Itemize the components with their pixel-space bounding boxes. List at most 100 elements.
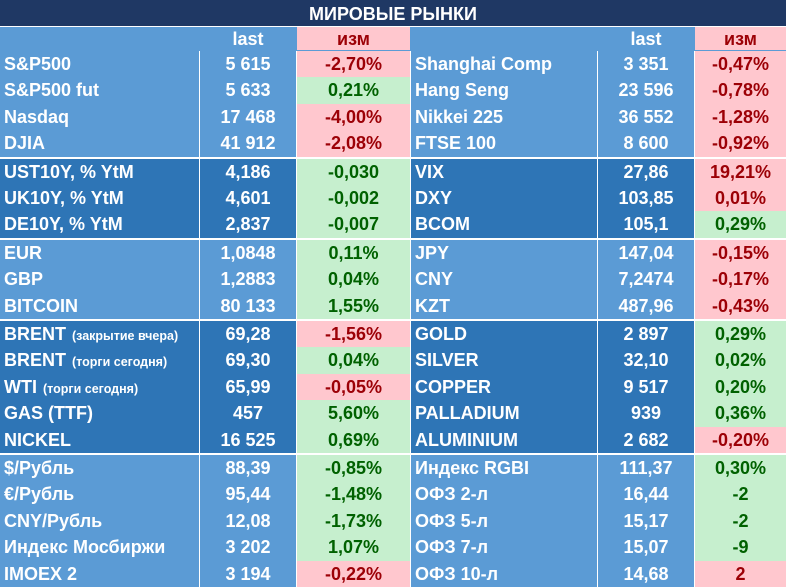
instrument-name: GBP <box>4 269 44 290</box>
instrument-name-cell: GBP <box>0 266 199 293</box>
last-value: 5 615 <box>200 51 296 78</box>
last-value: 3 194 <box>200 560 296 587</box>
instrument-name-cell: S&P500 fut <box>0 77 199 104</box>
instrument-name: VIX <box>415 161 445 182</box>
instrument-name-cell: Индекс RGBI <box>411 455 597 482</box>
instrument-name: GOLD <box>415 324 467 344</box>
table-row: WTI (торги сегодня) 65,99 -0,05% COPPER 9 517… <box>0 373 786 401</box>
last-value: 41 912 <box>200 130 296 157</box>
change-value: 0,02% <box>695 347 786 374</box>
instrument-name: BCOM <box>415 214 470 235</box>
change-value: -0,15% <box>695 239 786 267</box>
instrument-name-cell: EUR <box>0 239 199 267</box>
change-value: -0,030 <box>297 158 410 185</box>
last-value: 457 <box>200 400 296 427</box>
last-value: 5 633 <box>200 77 296 104</box>
change-value: 0,29% <box>695 211 786 238</box>
instrument-name-cell: UST10Y, % YtM <box>0 158 199 185</box>
last-value: 4,186 <box>200 158 296 185</box>
last-value: 65,99 <box>200 373 296 401</box>
last-value: 88,39 <box>200 455 296 482</box>
change-value: 1,55% <box>297 292 410 319</box>
instrument-name: UST10Y, % YtM <box>4 161 134 182</box>
last-value: 15,17 <box>598 507 694 535</box>
instrument-name: KZT <box>415 295 450 316</box>
instrument-name: BITCOIN <box>4 295 78 316</box>
board-title: МИРОВЫЕ РЫНКИ <box>0 0 786 27</box>
table-row: DE10Y, % YtM 2,837 -0,007 BCOM 105,1 0,29% <box>0 211 786 238</box>
table-row: NICKEL 16 525 0,69% ALUMINIUM 2 682 -0,20% <box>0 426 786 453</box>
instrument-name: PALLADIUM <box>415 403 520 424</box>
instrument-name-cell: BITCOIN <box>0 292 199 319</box>
last-value: 9 517 <box>598 373 694 401</box>
last-value: 23 596 <box>598 77 694 104</box>
instrument-name-cell: GAS (TTF) <box>0 400 199 427</box>
last-value: 69,28 <box>200 321 296 348</box>
instrument-name-cell: €/Рубль <box>0 481 199 508</box>
instrument-name-cell: KZT <box>411 292 597 319</box>
instrument-name: Shanghai Comp <box>415 54 553 74</box>
last-value: 1,2883 <box>200 266 296 293</box>
table-row: €/Рубль 95,44 -1,48% ОФЗ 2-л 16,44 -2 <box>0 481 786 508</box>
instrument-name: UK10Y, % YtM <box>4 188 124 208</box>
instrument-name-cell: SILVER <box>411 347 597 374</box>
table-row: Индекс Мосбиржи 3 202 1,07% ОФЗ 7-л 15,07 -9 <box>0 534 786 561</box>
last-value: 15,07 <box>598 534 694 561</box>
instrument-name: GAS (TTF) <box>4 403 93 424</box>
table-row: IMOEX 2 3 194 -0,22% ОФЗ 10-л 14,68 2 <box>0 560 786 587</box>
instrument-note: (торги сегодня) <box>72 355 168 370</box>
table-row: $/Рубль 88,39 -0,85% Индекс RGBI 111,37 0,30% <box>0 455 786 482</box>
instrument-note: (закрытие вчера) <box>72 329 179 343</box>
change-value: -1,56% <box>297 321 410 348</box>
instrument-name-cell: PALLADIUM <box>411 400 597 427</box>
instrument-name: FTSE 100 <box>415 133 497 154</box>
table-row: BRENT (торги сегодня) 69,30 0,04% SILVER 32,1… <box>0 347 786 374</box>
column-divider <box>296 51 297 569</box>
instrument-name-cell: DE10Y, % YtM <box>0 211 199 238</box>
instrument-name-cell: CNY <box>411 266 597 293</box>
header-blank-right <box>411 27 597 50</box>
instrument-name-cell: Shanghai Comp <box>411 51 597 78</box>
change-value: 1,07% <box>297 534 410 561</box>
last-value: 27,86 <box>598 158 694 185</box>
instrument-name-cell: VIX <box>411 158 597 185</box>
instrument-name-cell: COPPER <box>411 373 597 401</box>
last-value: 17 468 <box>200 103 296 131</box>
change-value: -0,05% <box>297 373 410 401</box>
column-divider <box>410 51 411 569</box>
change-value: -1,28% <box>695 103 786 131</box>
change-value: -2,70% <box>297 51 410 78</box>
change-value: -2,08% <box>297 130 410 157</box>
change-value: 0,20% <box>695 373 786 401</box>
instrument-name: DE10Y, % YtM <box>4 214 123 235</box>
last-value: 487,96 <box>598 292 694 319</box>
header-last-right: last <box>598 27 694 50</box>
last-value: 939 <box>598 400 694 427</box>
instrument-name: JPY <box>415 242 450 263</box>
change-value: -1,73% <box>297 507 410 535</box>
header-change-left: изм <box>297 27 410 50</box>
change-value: 19,21% <box>695 158 786 185</box>
instrument-name: NICKEL <box>4 429 71 450</box>
last-value: 36 552 <box>598 103 694 131</box>
column-divider <box>199 51 200 569</box>
change-value: -1,48% <box>297 481 410 508</box>
change-value: -0,85% <box>297 455 410 482</box>
change-value: -2 <box>695 507 786 535</box>
change-value: -0,22% <box>297 560 410 587</box>
change-value: 0,30% <box>695 455 786 482</box>
group-divider <box>0 156 786 159</box>
column-divider <box>694 51 695 569</box>
instrument-name: DXY <box>415 188 453 208</box>
instrument-name-cell: IMOEX 2 <box>0 560 199 587</box>
instrument-name-cell: BRENT (закрытие вчера) <box>0 321 199 348</box>
change-value: 0,11% <box>297 239 410 267</box>
table-row: UST10Y, % YtM 4,186 -0,030 VIX 27,86 19,21% <box>0 158 786 185</box>
instrument-name: SILVER <box>415 350 479 371</box>
table-row: EUR 1,0848 0,11% JPY 147,04 -0,15% <box>0 239 786 267</box>
header-blank-left <box>0 27 199 50</box>
instrument-name: ОФЗ 7-л <box>415 537 489 558</box>
last-value: 8 600 <box>598 130 694 157</box>
instrument-name: BRENT <box>4 324 66 344</box>
